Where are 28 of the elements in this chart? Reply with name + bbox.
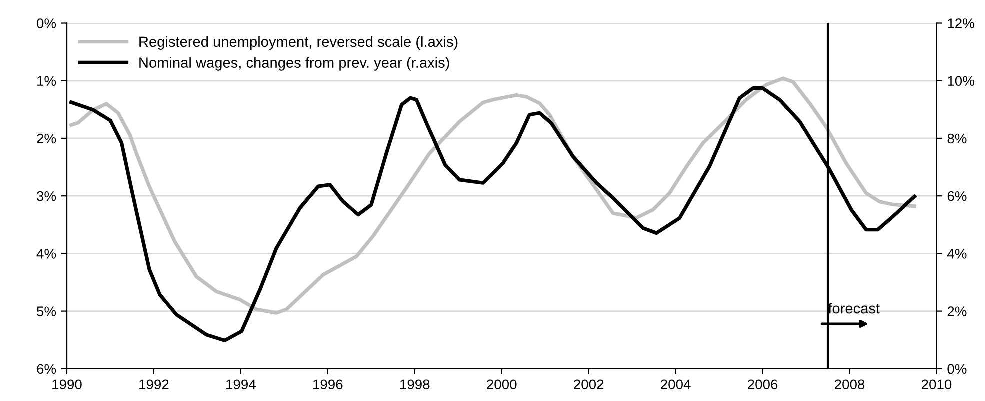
- y2-tick-label: 2%: [948, 306, 967, 316]
- y2-tick-label: 0%: [948, 364, 967, 374]
- x-tick-label: 2010: [922, 380, 952, 390]
- y-tick-label: 4%: [36, 249, 56, 259]
- y-tick-label: 5%: [37, 306, 56, 316]
- x-tick-label: 1996: [314, 380, 343, 390]
- x-tick-label: 2006: [748, 380, 778, 390]
- x-tick-label: 2000: [487, 380, 517, 390]
- y2-tick-label: 4%: [947, 249, 967, 259]
- x-tick-label: 2002: [574, 380, 604, 390]
- annotation: forecast: [828, 303, 880, 314]
- y-tick-label: 3%: [37, 191, 56, 202]
- x-tick-label: 2008: [835, 380, 865, 390]
- y2-tick-label: 6%: [948, 191, 967, 202]
- x-tick-label: 2004: [661, 380, 691, 390]
- y2-tick-label: 8%: [948, 134, 967, 144]
- x-tick-label: 1998: [400, 380, 430, 390]
- legend-label: Nominal wages, changes from prev. year (r.axis): [140, 57, 450, 71]
- x-tick-label: 1994: [226, 380, 256, 390]
- y2-tick-label: 10%: [948, 76, 974, 86]
- y-tick-label: 6%: [37, 364, 56, 374]
- y-tick-label: 1%: [38, 76, 56, 86]
- legend-label: Registered unemployment, reversed scale (l.axis): [140, 36, 458, 50]
- y-tick-label: 0%: [37, 18, 56, 28]
- x-tick-label: 1992: [140, 380, 169, 390]
- y2-tick-label: 12%: [948, 18, 974, 28]
- x-tick-label: 1990: [52, 380, 82, 390]
- y-tick-label: 2%: [37, 134, 56, 144]
